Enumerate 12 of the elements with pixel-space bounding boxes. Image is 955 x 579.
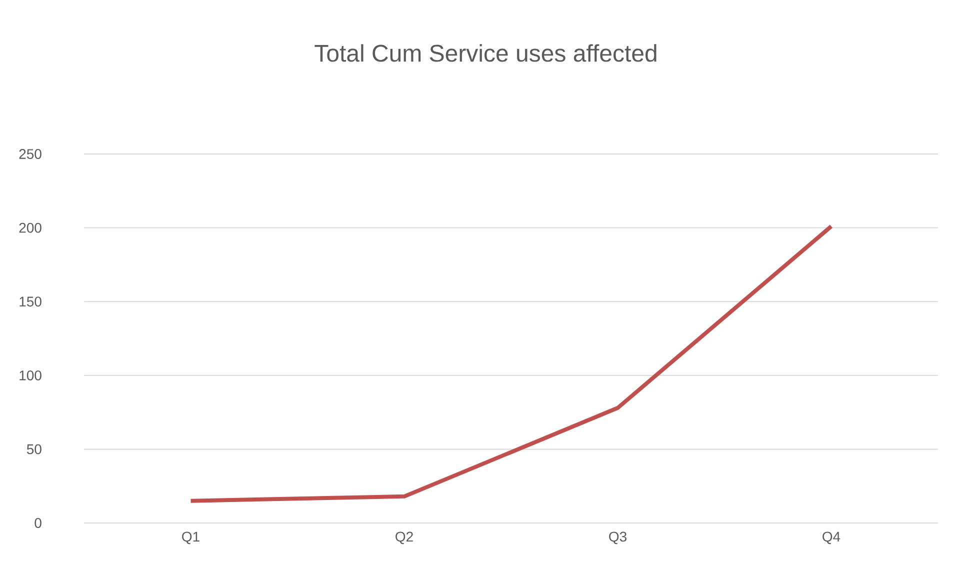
y-tick-label: 200 [19,222,42,233]
chart-title: Total Cum Service uses affected [314,44,656,62]
y-tick-label: 250 [19,149,42,159]
x-tick-label: Q2 [396,532,413,544]
x-tick-label: Q1 [182,532,200,544]
line-series [188,224,834,503]
y-tick-label: 0 [34,518,42,528]
x-tick-label: Q3 [609,532,626,544]
y-tick-label: 150 [20,296,42,307]
y-tick-label: 50 [26,444,42,454]
x-tick-label: Q4 [822,532,840,544]
y-tick-label: 100 [20,370,42,380]
